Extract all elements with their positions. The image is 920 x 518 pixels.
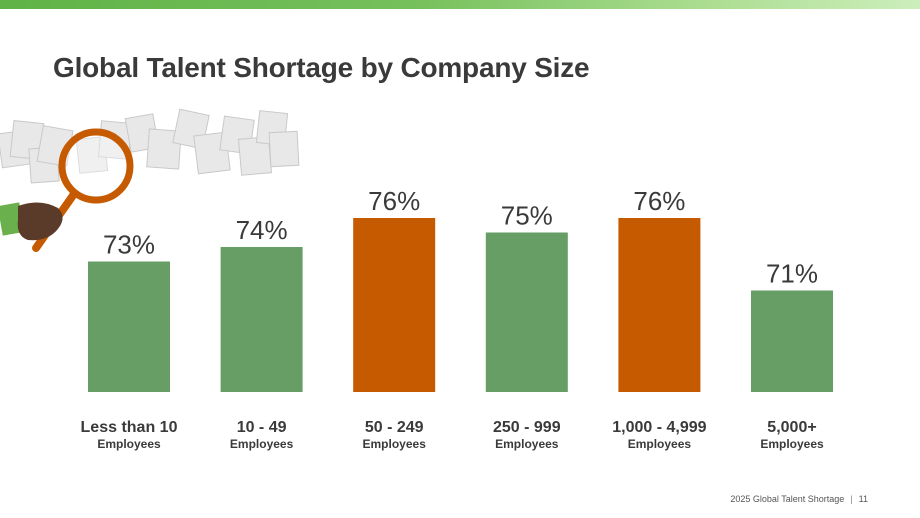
top-color-band: [0, 0, 920, 9]
category-label: 50 - 249: [365, 419, 424, 436]
bar-value-label: 71%: [766, 259, 818, 289]
bar: [353, 218, 436, 392]
bar: [751, 290, 833, 392]
category-label: 10 - 49: [237, 419, 287, 436]
page-title: Global Talent Shortage by Company Size: [53, 52, 590, 83]
category-label: 250 - 999: [493, 419, 561, 436]
bar: [618, 218, 701, 392]
category-label: 1,000 - 4,999: [612, 419, 706, 436]
category-sublabel: Employees: [363, 437, 427, 451]
bar: [220, 247, 303, 392]
category-label: Less than 10: [81, 419, 178, 436]
footer-report-name: 2025 Global Talent Shortage: [730, 494, 845, 504]
footer-separator: |: [850, 494, 853, 504]
bar-value-label: 76%: [633, 186, 685, 216]
bar-value-label: 74%: [236, 215, 288, 245]
illustration: [0, 108, 300, 252]
footer-page-number: 11: [858, 494, 868, 504]
category-sublabel: Employees: [230, 437, 294, 451]
category-sublabel: Employees: [97, 437, 161, 451]
bar-value-label: 76%: [368, 186, 420, 216]
category-label: 5,000+: [767, 419, 816, 436]
category-sublabel: Employees: [628, 437, 692, 451]
bar-value-label: 75%: [501, 201, 553, 231]
category-sublabel: Employees: [760, 437, 824, 451]
hand-icon: [0, 202, 63, 241]
category-sublabel: Employees: [495, 437, 559, 451]
bar-value-label: 73%: [103, 230, 155, 260]
footer: 2025 Global Talent Shortage | 11: [730, 494, 868, 504]
bar: [88, 261, 170, 392]
bar: [485, 232, 568, 392]
